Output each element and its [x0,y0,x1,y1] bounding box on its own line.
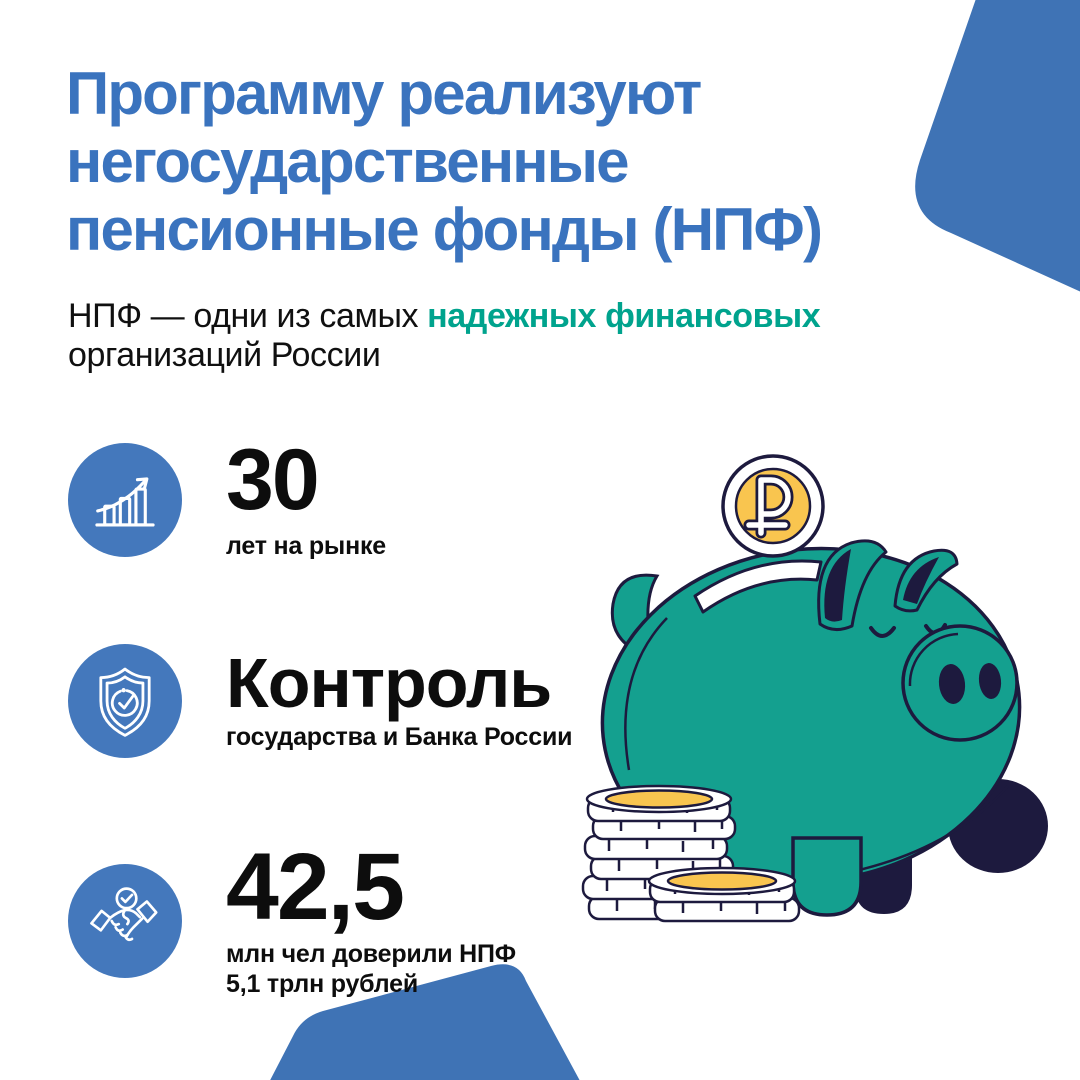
stat-label-2: 5,1 трлн рублей [226,970,419,999]
shield-check-icon [68,644,182,758]
title-line-3: пенсионные фонды (НПФ) [66,196,823,263]
stat-text: 42,5 млн чел доверили НПФ 5,1 трлн рубле… [226,834,516,999]
handshake-check-icon [68,863,182,978]
pig-nostril-left [938,664,966,704]
stat-value: 42,5 [226,834,405,940]
stat-clients-trust: 42,5 млн чел доверили НПФ 5,1 трлн рубле… [68,834,516,999]
stat-text: 30 лет на рынке [226,432,387,561]
subtitle-highlight: надежных финансовых [427,297,821,335]
title-line-1: Программу реализуют [66,60,702,127]
stat-label: государства и Банка России [226,723,573,752]
page-title: Программу реализуют негосударственные пе… [66,60,823,264]
stat-control: Контроль государства и Банка России [68,644,572,758]
ruble-sign [746,477,791,536]
stat-label: млн чел доверили НПФ [226,940,516,969]
corner-shape-bottom [270,964,580,1080]
title-line-2: негосударственные [66,128,630,195]
pig-eye-left [869,626,896,638]
stat-value: 30 [226,432,320,528]
subtitle: НПФ — одни из самых надежных финансовых … [68,297,821,375]
piggy-bank-illustration [581,454,1048,923]
corner-shape-top-right [915,0,1080,292]
pig-nostril-right [978,663,1002,699]
coin-slot [693,559,823,614]
stat-label: лет на рынке [226,531,387,560]
coin-stack-front [647,866,801,923]
stat-text: Контроль государства и Банка России [226,643,573,753]
subtitle-prefix: НПФ — одни из самых [68,297,428,335]
pig-front-foot [791,836,863,917]
ruble-coin [721,454,825,558]
subtitle-line-2: организаций России [68,336,381,374]
stat-years-on-market: 30 лет на рынке [68,432,387,561]
stat-value: Контроль [226,643,552,722]
growth-chart-icon [68,443,182,558]
